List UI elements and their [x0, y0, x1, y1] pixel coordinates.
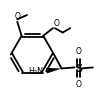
Text: S: S — [75, 63, 82, 73]
Text: O: O — [76, 80, 82, 89]
Polygon shape — [46, 68, 62, 73]
Text: O: O — [53, 19, 59, 28]
Text: O: O — [76, 47, 82, 56]
Text: O: O — [14, 12, 20, 21]
Text: H₂N: H₂N — [28, 67, 43, 76]
